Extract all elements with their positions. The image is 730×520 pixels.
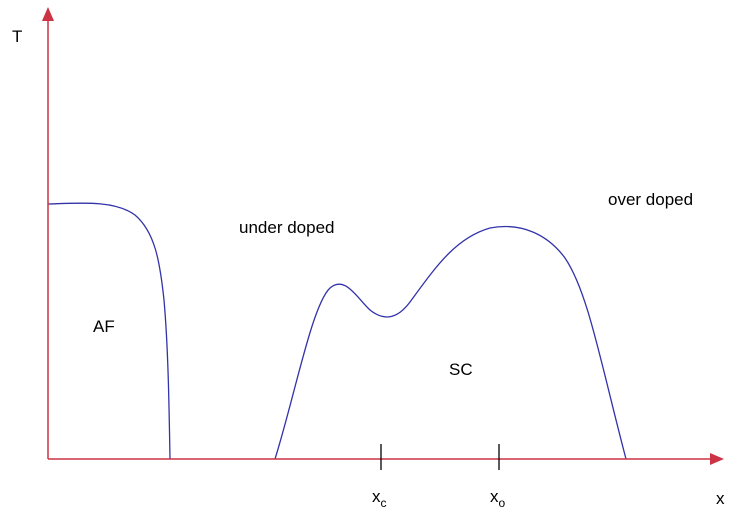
x-axis-label: x: [716, 489, 725, 508]
x-axis-arrowhead: [710, 453, 724, 465]
xc-base: x: [372, 487, 381, 506]
xc-tick-label: xc: [372, 487, 387, 510]
xo-base: x: [490, 487, 499, 506]
af-boundary-curve: [47, 202, 171, 460]
sc-region-label: SC: [449, 360, 473, 379]
xo-tick-label: xo: [490, 487, 506, 510]
xc-subscript: c: [381, 496, 387, 510]
y-axis-arrowhead: [42, 7, 54, 21]
af-region-label: AF: [93, 317, 115, 336]
over-doped-label: over doped: [608, 190, 693, 209]
under-doped-label: under doped: [239, 218, 334, 237]
xo-subscript: o: [499, 496, 506, 510]
y-axis-label: T: [12, 27, 22, 46]
sc-dome-curve: [274, 225, 627, 460]
